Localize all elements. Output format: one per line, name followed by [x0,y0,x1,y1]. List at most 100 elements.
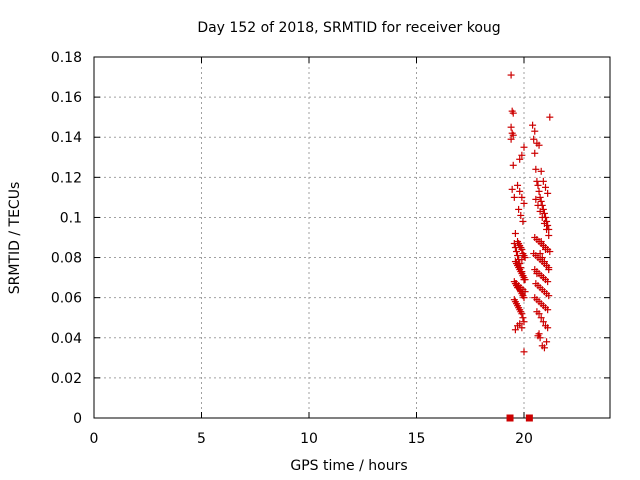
data-point [535,330,543,338]
data-point [540,258,548,266]
data-point [518,310,526,318]
data-point [533,177,541,185]
x-tick-label: 0 [90,431,99,447]
data-point [520,318,528,326]
data-point [542,183,549,191]
chart-title: Day 152 of 2018, SRMTID for receiver kou… [197,20,500,36]
x-tick-label: 10 [300,431,318,447]
y-tick-label: 0.18 [51,50,82,66]
plot-area-border [93,56,611,419]
data-point [544,324,552,332]
data-point [508,185,516,193]
data-point [538,254,546,262]
y-tick-label: 0.06 [51,291,82,307]
data-point [535,141,543,149]
data-point [518,268,526,276]
data-point [520,294,528,302]
data-point [539,177,547,185]
data-point [519,272,527,280]
data-point [517,211,525,219]
data-point [538,213,546,221]
data-point [543,225,551,233]
zero-marker [506,414,514,422]
data-point [539,242,547,250]
data-point [516,320,524,328]
data-point [514,181,522,189]
y-tick-label: 0 [73,411,82,427]
data-point [546,248,554,256]
axis-ticks: 0 0.02 0.04 0.06 0.08 0.1 0.12 0.14 0.16 0.18 0 5 10… [51,50,610,447]
data-point [544,306,552,314]
y-tick-label: 0.04 [51,331,82,347]
data-point [516,260,524,268]
data-point [535,310,543,318]
data-point [545,231,553,239]
data-point [536,193,544,201]
data-point [529,121,537,129]
data-point [537,314,545,322]
y-tick-label: 0.12 [51,170,82,186]
data-point [546,113,554,121]
data-point [518,193,526,201]
data-point [520,199,528,207]
data-point [520,348,528,356]
data-point [536,207,544,215]
data-point [515,256,523,264]
y-axis-label: SRMTID / TECUs [7,182,23,295]
data-point [509,131,517,139]
data-point [507,135,515,143]
data-point [520,276,528,284]
data-point [536,250,544,258]
y-tick-label: 0.08 [51,251,82,267]
data-point [518,246,526,254]
data-point [542,246,549,254]
data-point [509,109,517,117]
data-point [515,205,523,213]
data-point [518,324,526,332]
x-tick-label: 20 [515,431,533,447]
data-point [511,326,519,334]
data-point [516,155,524,163]
data-point [531,149,539,157]
data-point [537,167,545,175]
data-point [512,248,520,256]
zero-marker [525,414,533,422]
data-point [511,244,519,252]
data-point [517,264,525,272]
y-tick-label: 0.02 [51,371,82,387]
data-point [540,219,548,227]
data-point [537,197,545,205]
data-point [519,217,527,225]
data-point [520,143,528,151]
data-point [539,318,547,326]
data-point [532,165,540,173]
data-point [545,266,553,274]
data-point [530,135,538,143]
x-tick-label: 5 [197,431,206,447]
data-point [540,209,548,217]
data-point [514,252,522,260]
data-point [543,338,551,346]
data-point [534,201,542,209]
data-point [544,278,552,286]
data-point [510,240,518,248]
data-point [518,151,526,159]
data-point [536,334,544,342]
data-point [519,314,527,322]
data-point [532,195,540,203]
data-point [540,344,548,352]
data-points [506,71,554,422]
data-point [507,71,515,79]
y-tick-label: 0.1 [60,210,82,226]
data-point [521,288,529,296]
data-point [533,270,541,278]
data-point [510,193,518,201]
y-tick-label: 0.16 [51,90,82,106]
data-point [507,123,515,131]
data-point [535,187,543,195]
data-point [534,181,542,189]
data-point [544,189,552,197]
data-point [537,238,545,246]
